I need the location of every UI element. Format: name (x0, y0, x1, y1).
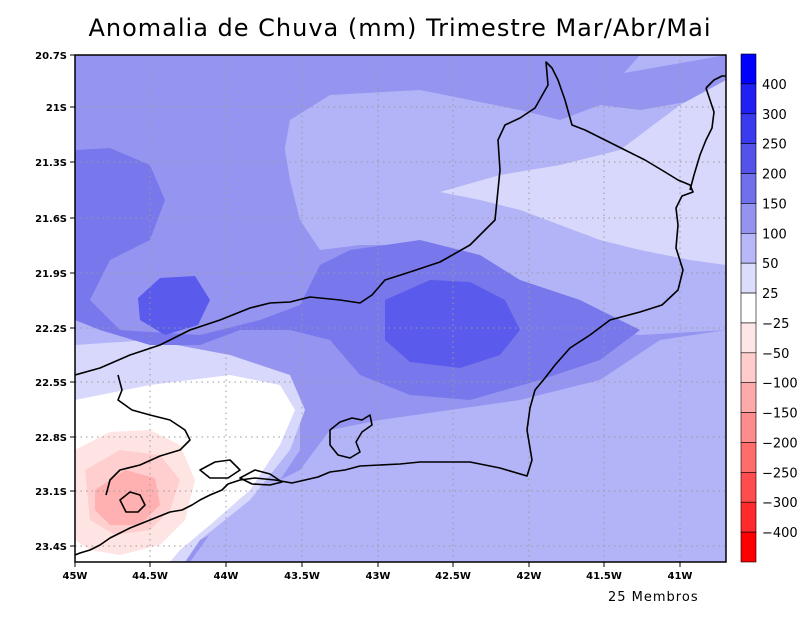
colorbar-swatch (740, 143, 757, 174)
colorbar-swatch (740, 352, 757, 384)
coastline-borders (75, 61, 726, 556)
colorbar-swatch (740, 262, 757, 294)
state-border-east (689, 87, 715, 191)
colorbar-swatch (740, 113, 757, 144)
colorbar-swatch (740, 412, 757, 443)
colorbar-label: 50 (762, 257, 779, 272)
lat-label: 22.2S (35, 324, 67, 335)
field-50-south (190, 370, 726, 562)
colorbar-label: −50 (762, 347, 789, 362)
colorbar-label: −200 (762, 436, 798, 451)
lon-labels: 45W 44.5W 44W 43.5W 43W 42.5W 42W 41.5W … (63, 571, 693, 582)
lon-label: 43W (366, 571, 391, 582)
colorbar-swatch (740, 382, 757, 413)
coast-ilha (119, 491, 146, 513)
colorbar-swatch (740, 232, 757, 264)
anomaly-field (75, 55, 726, 562)
lon-ticks (74, 562, 681, 567)
lon-label: 43.5W (284, 571, 320, 582)
coast-bay-2 (329, 414, 373, 459)
colorbar-label: −250 (762, 466, 798, 481)
colorbar-label: −150 (762, 407, 798, 422)
colorbar-label: 200 (762, 168, 787, 183)
lat-labels: 20.7S 21S 21.3S 21.6S 21.9S 22.2S 22.5S … (35, 51, 67, 553)
lon-label: 42.5W (435, 571, 471, 582)
state-border-ne (705, 75, 726, 89)
lat-label: 20.7S (35, 51, 67, 62)
state-border (75, 61, 694, 556)
colorbar-swatch (740, 501, 757, 533)
colorbar: 400 300 250 200 150 100 50 25 −25 −50 −100 −150 −200… (740, 53, 798, 563)
coast-bay-1 (239, 469, 283, 486)
colorbar-label: −300 (762, 496, 798, 511)
lon-label: 41.5W (586, 571, 622, 582)
lat-label: 22.8S (35, 433, 67, 444)
field-neg100 (95, 470, 160, 525)
lon-label: 42W (517, 571, 542, 582)
lon-label: 44.5W (132, 571, 168, 582)
lat-label: 23.4S (35, 542, 67, 553)
lat-label: 22.5S (35, 378, 67, 389)
lat-label: 21.3S (35, 158, 67, 169)
field-25-east (440, 80, 726, 265)
colorbar-label: −400 (762, 526, 798, 541)
colorbar-label: 25 (762, 287, 779, 302)
ensemble-members-label: 25 Membros (608, 590, 699, 605)
lat-label: 21S (46, 103, 67, 114)
colorbar-label: 400 (762, 78, 787, 93)
colorbar-label: 150 (762, 197, 787, 212)
colorbar-swatch (740, 173, 757, 204)
lat-ticks (70, 54, 75, 547)
colorbar-swatch (740, 203, 757, 234)
lat-label: 21.9S (35, 269, 67, 280)
colorbar-swatch (740, 531, 757, 563)
plot-frame (74, 54, 727, 563)
lon-label: 45W (63, 571, 88, 582)
colorbar-swatch (740, 292, 757, 324)
colorbar-swatch (740, 83, 757, 115)
coast-sepetiba (199, 459, 241, 479)
colorbar-swatch (740, 53, 757, 85)
gridlines (75, 55, 726, 562)
lon-label: 44W (214, 571, 239, 582)
colorbar-label: 100 (762, 227, 787, 242)
colorbar-label: 250 (762, 138, 787, 153)
colorbar-swatch (740, 442, 757, 473)
lat-label: 21.6S (35, 214, 67, 225)
map-title: Anomalia de Chuva (mm) Trimestre Mar/Abr… (88, 14, 712, 42)
lat-label: 23.1S (35, 487, 67, 498)
colorbar-swatch (740, 322, 757, 354)
field-200-core (412, 300, 478, 354)
colorbar-label: −25 (762, 317, 789, 332)
state-border-north (105, 374, 191, 496)
colorbar-swatch (740, 472, 757, 503)
field-100-nw (75, 55, 640, 230)
lon-label: 41W (668, 571, 693, 582)
colorbar-label: 300 (762, 108, 787, 123)
colorbar-label: −100 (762, 377, 798, 392)
field-200-west (138, 276, 210, 335)
